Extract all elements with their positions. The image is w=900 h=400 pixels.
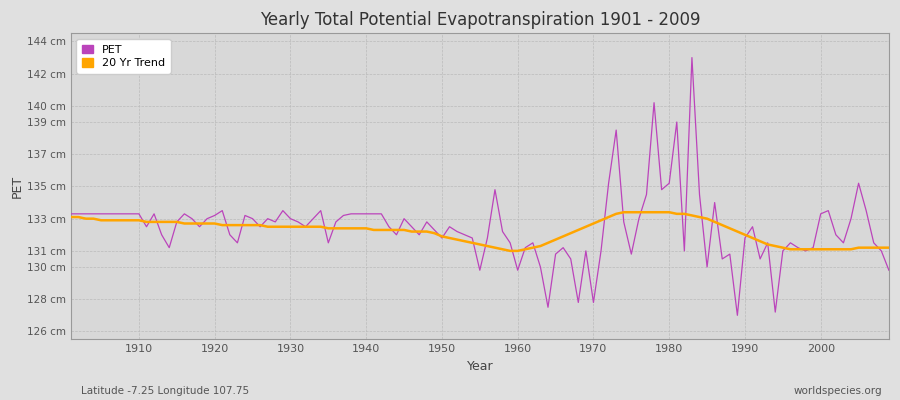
20 Yr Trend [520,247,531,252]
PET [66,212,77,216]
PET [338,213,349,218]
20 Yr Trend [512,248,523,253]
20 Yr Trend [66,215,77,220]
PET [884,268,895,273]
PET [126,212,137,216]
PET [505,240,516,245]
20 Yr Trend [611,212,622,216]
Line: 20 Yr Trend: 20 Yr Trend [71,212,889,251]
Y-axis label: PET: PET [11,175,24,198]
PET [512,268,523,273]
Legend: PET, 20 Yr Trend: PET, 20 Yr Trend [76,39,170,74]
X-axis label: Year: Year [466,360,493,373]
20 Yr Trend [292,224,303,229]
PET [603,181,614,186]
20 Yr Trend [338,226,349,231]
Title: Yearly Total Potential Evapotranspiration 1901 - 2009: Yearly Total Potential Evapotranspiratio… [259,11,700,29]
PET [687,55,698,60]
20 Yr Trend [884,245,895,250]
20 Yr Trend [618,210,629,215]
20 Yr Trend [505,248,516,253]
PET [732,313,742,318]
Text: Latitude -7.25 Longitude 107.75: Latitude -7.25 Longitude 107.75 [81,386,249,396]
PET [292,220,303,224]
Line: PET: PET [71,58,889,315]
20 Yr Trend [126,218,137,223]
Text: worldspecies.org: worldspecies.org [794,386,882,396]
